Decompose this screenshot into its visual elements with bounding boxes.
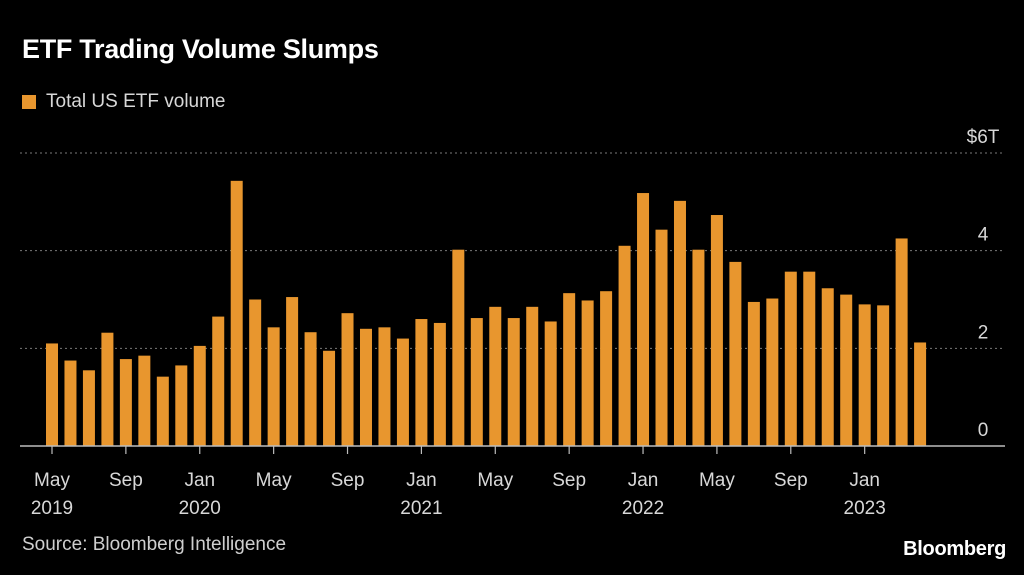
bar xyxy=(175,365,188,446)
source-note: Source: Bloomberg Intelligence xyxy=(22,534,287,555)
bar xyxy=(193,345,206,446)
bar xyxy=(378,327,391,446)
bar xyxy=(304,332,317,446)
bar xyxy=(710,215,723,446)
bar xyxy=(766,298,779,446)
x-tick-label-month: May xyxy=(477,470,513,491)
bar xyxy=(433,322,446,446)
bar xyxy=(101,332,114,446)
bar xyxy=(840,294,853,446)
bar xyxy=(212,316,225,446)
bar xyxy=(655,229,668,446)
bar xyxy=(64,360,77,446)
x-tick-label-month: Sep xyxy=(552,470,586,491)
axis-layer xyxy=(20,445,1005,454)
x-tick-label-month: Sep xyxy=(109,470,143,491)
bar xyxy=(119,359,132,446)
bar xyxy=(618,245,631,446)
x-tick-label-month: May xyxy=(699,470,735,491)
bar xyxy=(46,343,58,446)
x-tick-label-month: May xyxy=(34,470,70,491)
bar xyxy=(286,297,299,446)
bar xyxy=(821,288,834,446)
bar xyxy=(267,327,280,446)
bar xyxy=(359,328,372,446)
bar xyxy=(138,355,151,446)
x-tick-label-month: Sep xyxy=(331,470,365,491)
bar xyxy=(895,238,908,446)
bar xyxy=(637,193,650,446)
y-tick-label: 4 xyxy=(978,225,989,246)
x-tick-label-year: 2021 xyxy=(400,498,442,519)
x-tick-label-year: 2020 xyxy=(179,498,221,519)
x-tick-label-month: Jan xyxy=(184,470,215,491)
bar xyxy=(729,261,742,446)
bar xyxy=(396,338,409,446)
bar xyxy=(489,306,502,446)
bar xyxy=(323,350,336,446)
x-tick-label-year: 2019 xyxy=(31,498,73,519)
bar xyxy=(784,271,797,446)
bar xyxy=(156,376,169,446)
x-tick-label-year: 2022 xyxy=(622,498,664,519)
bar xyxy=(747,301,760,446)
y-tick-label: $6T xyxy=(967,127,1000,148)
bar xyxy=(914,342,927,446)
bar xyxy=(877,305,890,446)
bar xyxy=(230,180,243,446)
bar xyxy=(341,313,354,446)
y-tick-label: 2 xyxy=(978,322,989,343)
bar xyxy=(858,304,871,446)
bar xyxy=(600,291,613,446)
bar xyxy=(581,300,594,446)
bar xyxy=(249,299,262,446)
label-layer: 0 2 4 $6T May 2019 Sep Jan 2020 May Sep Jan 2021 May S… xyxy=(31,127,1000,519)
x-tick-label-year: 2023 xyxy=(844,498,886,519)
bar xyxy=(82,370,95,446)
bar xyxy=(803,271,816,446)
x-tick-label-month: Jan xyxy=(849,470,880,491)
x-tick-label-month: May xyxy=(256,470,292,491)
legend-swatch xyxy=(22,95,36,109)
x-tick-label-month: Sep xyxy=(774,470,808,491)
legend: Total US ETF volume xyxy=(22,91,226,113)
bar xyxy=(544,321,557,446)
legend-label: Total US ETF volume xyxy=(46,91,226,112)
chart-title: ETF Trading Volume Slumps xyxy=(22,34,379,64)
bar xyxy=(415,319,428,446)
bar xyxy=(470,318,483,446)
bar-layer xyxy=(46,180,927,446)
bar xyxy=(526,306,539,446)
bloomberg-logo: Bloomberg xyxy=(903,538,1006,560)
x-tick-label-month: Jan xyxy=(406,470,437,491)
x-tick-label-month: Jan xyxy=(628,470,659,491)
bar xyxy=(507,318,520,446)
bar xyxy=(452,249,465,446)
y-tick-label: 0 xyxy=(978,420,989,441)
bar xyxy=(673,200,686,446)
bar xyxy=(692,249,705,446)
bar xyxy=(563,293,576,446)
